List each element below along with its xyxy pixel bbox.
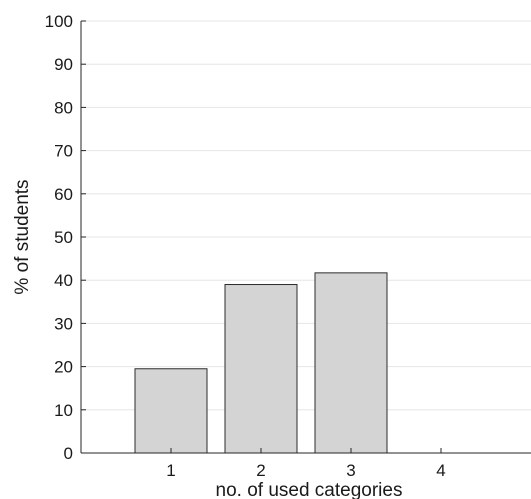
x-tick-label-2: 2 [256, 461, 265, 480]
bar-1 [134, 368, 208, 454]
y-tick-label-10: 10 [54, 401, 73, 420]
y-tick-label-90: 90 [54, 55, 73, 74]
grid-lines [81, 20, 531, 411]
x-tick-label-3: 3 [346, 461, 355, 480]
y-tick-label-40: 40 [54, 271, 73, 290]
y-tick-label-70: 70 [54, 142, 73, 161]
x-tick-label-4: 4 [436, 461, 445, 480]
y-tick-label-60: 60 [54, 185, 73, 204]
y-tick-label-0: 0 [64, 444, 73, 463]
y-tick-label-20: 20 [54, 358, 73, 377]
x-axis-title: no. of used categories [216, 480, 403, 499]
y-tick-label-30: 30 [54, 314, 73, 333]
y-tick-label-50: 50 [54, 228, 73, 247]
y-tick-label-80: 80 [54, 98, 73, 117]
x-tick-labels: 1 2 3 4 [166, 448, 446, 480]
y-axis-title: % of students [12, 179, 33, 294]
x-tick-label-1: 1 [166, 461, 175, 480]
bars [134, 272, 388, 454]
y-tick-labels: 0 10 20 30 40 50 60 70 80 90 100 [45, 12, 86, 463]
y-tick-label-100: 100 [45, 12, 73, 31]
bar-2 [224, 284, 298, 454]
bar-3 [314, 272, 388, 454]
